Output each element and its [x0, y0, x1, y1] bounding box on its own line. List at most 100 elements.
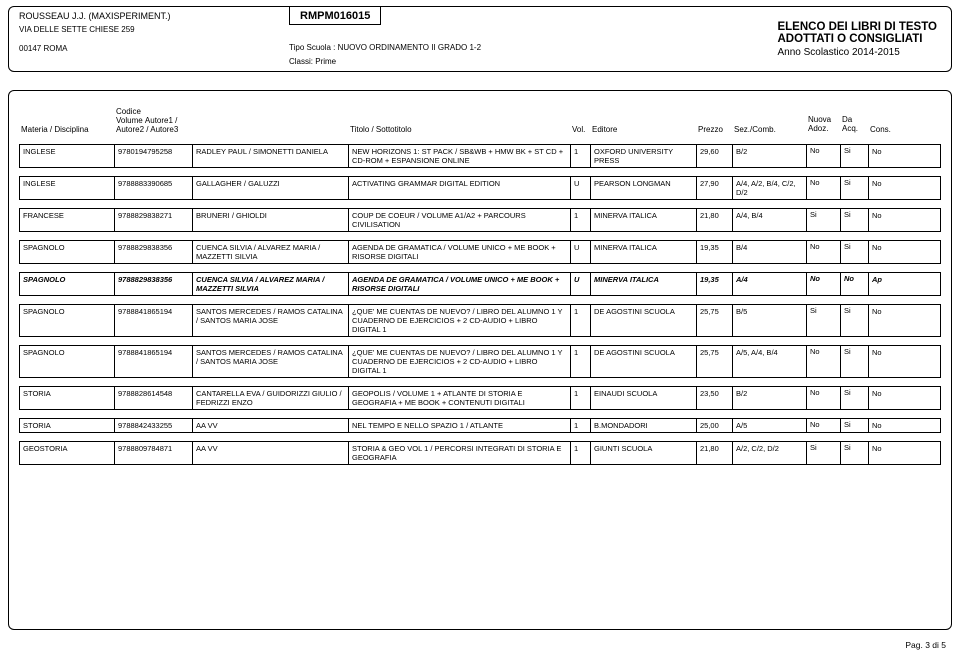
cell-edi: MINERVA ITALICA: [591, 241, 697, 263]
header-box: ROUSSEAU J.J. (MAXISPERIMENT.) VIA DELLE…: [8, 6, 952, 72]
cell-aut: SANTOS MERCEDES / RAMOS CATALINA / SANTO…: [193, 346, 349, 377]
cell-mat: SPAGNOLO: [20, 241, 115, 263]
header-editore: Editore: [590, 125, 696, 134]
cell-cod: 9788829838356: [115, 241, 193, 263]
cell-cod: 9788883390685: [115, 177, 193, 199]
cell-mat: FRANCESE: [20, 209, 115, 231]
cell-mat: STORIA: [20, 387, 115, 409]
cell-aut: SANTOS MERCEDES / RAMOS CATALINA / SANTO…: [193, 305, 349, 336]
cell-sez: A/4: [733, 273, 807, 295]
book-row: GEOSTORIA9788809784871AA VVSTORIA & GEO …: [19, 441, 941, 465]
cell-mat: GEOSTORIA: [20, 442, 115, 464]
cell-nuo: No: [807, 177, 841, 199]
cell-cod: 9788829838271: [115, 209, 193, 231]
book-row: STORIA9788842433255AA VVNEL TEMPO E NELL…: [19, 418, 941, 433]
cell-con: Ap: [869, 273, 903, 295]
cell-edi: DE AGOSTINI SCUOLA: [591, 346, 697, 377]
cell-aut: BRUNERI / GHIOLDI: [193, 209, 349, 231]
cell-con: No: [869, 442, 903, 464]
book-row: SPAGNOLO9788829838356CUENCA SILVIA / ALV…: [19, 240, 941, 264]
cell-pre: 25,75: [697, 346, 733, 377]
cell-con: No: [869, 145, 903, 167]
rows-container: INGLESE9780194795258RADLEY PAUL / SIMONE…: [19, 144, 941, 465]
cell-tit: ¿QUE' ME CUENTAS DE NUEVO? / LIBRO DEL A…: [349, 346, 571, 377]
cell-cod: 9788809784871: [115, 442, 193, 464]
cell-cod: 9788829838356: [115, 273, 193, 295]
cell-aut: AA VV: [193, 419, 349, 432]
cell-vol: 1: [571, 145, 591, 167]
title-line-2: ADOTTATI O CONSIGLIATI: [777, 33, 937, 45]
cell-da: No: [841, 273, 869, 295]
cell-pre: 21,80: [697, 442, 733, 464]
cell-pre: 25,75: [697, 305, 733, 336]
school-name: ROUSSEAU J.J. (MAXISPERIMENT.): [19, 11, 279, 21]
cell-con: No: [869, 241, 903, 263]
cell-tit: COUP DE COEUR / VOLUME A1/A2 + PARCOURS …: [349, 209, 571, 231]
page-footer: Pag. 3 di 5: [905, 640, 946, 650]
cell-pre: 27,90: [697, 177, 733, 199]
cell-da: Si: [841, 346, 869, 377]
cell-tit: NEL TEMPO E NELLO SPAZIO 1 / ATLANTE: [349, 419, 571, 432]
cell-da: Si: [841, 209, 869, 231]
column-headers: Materia / Disciplina Codice Volume Autor…: [19, 107, 941, 134]
cell-cod: 9788842433255: [115, 419, 193, 432]
main-content: Materia / Disciplina Codice Volume Autor…: [8, 90, 952, 630]
cell-mat: INGLESE: [20, 145, 115, 167]
cell-nuo: No: [807, 346, 841, 377]
cell-sez: B/2: [733, 387, 807, 409]
book-row: INGLESE9780194795258RADLEY PAUL / SIMONE…: [19, 144, 941, 168]
header-sez: Sez./Comb.: [732, 125, 806, 134]
cell-mat: INGLESE: [20, 177, 115, 199]
cell-edi: EINAUDI SCUOLA: [591, 387, 697, 409]
cell-aut: AA VV: [193, 442, 349, 464]
cell-vol: U: [571, 177, 591, 199]
cell-da: Si: [841, 387, 869, 409]
header-prezzo: Prezzo: [696, 125, 732, 134]
cell-vol: 1: [571, 305, 591, 336]
cell-edi: B.MONDADORI: [591, 419, 697, 432]
cell-cod: 9788841865194: [115, 305, 193, 336]
cell-edi: MINERVA ITALICA: [591, 273, 697, 295]
school-year: Anno Scolastico 2014-2015: [777, 47, 937, 58]
cell-aut: CUENCA SILVIA / ALVAREZ MARIA / MAZZETTI…: [193, 241, 349, 263]
cell-sez: B/5: [733, 305, 807, 336]
cell-edi: DE AGOSTINI SCUOLA: [591, 305, 697, 336]
book-row: SPAGNOLO9788841865194SANTOS MERCEDES / R…: [19, 345, 941, 378]
cell-nuo: No: [807, 145, 841, 167]
cell-da: Si: [841, 145, 869, 167]
cell-tit: ¿QUE' ME CUENTAS DE NUEVO? / LIBRO DEL A…: [349, 305, 571, 336]
cell-mat: SPAGNOLO: [20, 346, 115, 377]
book-row: SPAGNOLO9788829838356CUENCA SILVIA / ALV…: [19, 272, 941, 296]
cell-sez: B/4: [733, 241, 807, 263]
cell-aut: CANTARELLA EVA / GUIDORIZZI GIULIO / FED…: [193, 387, 349, 409]
cell-nuo: No: [807, 387, 841, 409]
cell-nuo: No: [807, 273, 841, 295]
tipo-scuola: Tipo Scuola : NUOVO ORDINAMENTO II GRADO…: [289, 43, 481, 52]
cell-pre: 29,60: [697, 145, 733, 167]
header-vol: Vol.: [570, 125, 590, 134]
cell-tit: ACTIVATING GRAMMAR DIGITAL EDITION: [349, 177, 571, 199]
cell-sez: A/5, A/4, B/4: [733, 346, 807, 377]
cell-cod: 9788841865194: [115, 346, 193, 377]
cell-sez: A/4, A/2, B/4, C/2, D/2: [733, 177, 807, 199]
cell-nuo: Si: [807, 305, 841, 336]
cell-nuo: No: [807, 419, 841, 432]
cell-pre: 25,00: [697, 419, 733, 432]
cell-aut: RADLEY PAUL / SIMONETTI DANIELA: [193, 145, 349, 167]
cell-sez: B/2: [733, 145, 807, 167]
cell-pre: 19,35: [697, 241, 733, 263]
cell-tit: NEW HORIZONS 1: ST PACK / SB&WB + HMW BK…: [349, 145, 571, 167]
document-title: ELENCO DEI LIBRI DI TESTO ADOTTATI O CON…: [777, 21, 937, 58]
book-row: INGLESE9788883390685GALLAGHER / GALUZZIA…: [19, 176, 941, 200]
header-cons: Cons.: [868, 125, 902, 134]
cell-vol: 1: [571, 419, 591, 432]
cell-vol: 1: [571, 387, 591, 409]
cell-edi: GIUNTI SCUOLA: [591, 442, 697, 464]
cell-con: No: [869, 387, 903, 409]
cell-sez: A/4, B/4: [733, 209, 807, 231]
cell-da: Si: [841, 419, 869, 432]
cell-edi: PEARSON LONGMAN: [591, 177, 697, 199]
cell-mat: SPAGNOLO: [20, 305, 115, 336]
cell-da: Si: [841, 241, 869, 263]
title-line-1: ELENCO DEI LIBRI DI TESTO: [777, 21, 937, 33]
